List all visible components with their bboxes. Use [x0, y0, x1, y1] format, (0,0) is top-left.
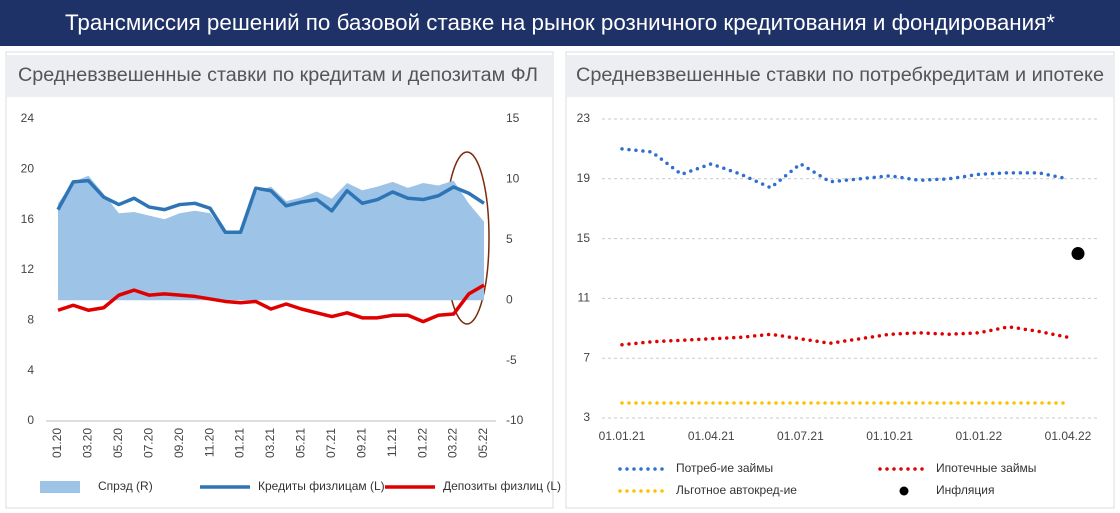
- y-tick-label: 12: [21, 262, 35, 276]
- point: [1071, 247, 1085, 261]
- x-tick-label: 09.20: [172, 428, 186, 458]
- legend-label: Депозиты физлиц (L): [443, 479, 561, 493]
- x-tick-label: 01.01.21: [599, 429, 646, 443]
- y-tick-label: 16: [21, 212, 35, 226]
- y2-tick-label: 0: [506, 292, 513, 306]
- legend-label: Инфляция: [936, 483, 994, 497]
- x-tick-label: 01.22: [415, 428, 429, 458]
- y-tick-label: 4: [27, 363, 34, 377]
- legend-label: Кредиты физлицам (L): [258, 479, 385, 493]
- x-tick-label: 07.21: [324, 428, 338, 458]
- chart-title: Средневзвешенные ставки по потребкредита…: [576, 65, 1104, 86]
- y-tick-label: 15: [577, 231, 591, 245]
- x-tick-label: 09.21: [354, 428, 368, 458]
- y-tick-label: 23: [577, 111, 591, 125]
- y-tick-label: 8: [27, 313, 34, 327]
- x-tick-label: 05.20: [111, 428, 125, 458]
- legend-swatch: [899, 486, 909, 496]
- panel-header: [567, 55, 1113, 97]
- panel: [565, 51, 1115, 509]
- x-tick-label: 03.20: [81, 428, 95, 458]
- x-tick-label: 01.01.22: [955, 429, 1002, 443]
- x-tick-label: 11.21: [385, 428, 399, 457]
- x-tick-label: 01.21: [233, 428, 247, 458]
- x-tick-label: 11.20: [202, 428, 216, 457]
- legend-label: Потреб-ие займы: [676, 461, 773, 475]
- x-tick-label: 01.10.21: [866, 429, 913, 443]
- line: [620, 325, 1070, 347]
- y2-tick-label: -5: [506, 353, 517, 367]
- y2-tick-label: 5: [506, 232, 513, 246]
- line: [56, 178, 485, 234]
- x-tick-label: 03.22: [446, 428, 460, 458]
- x-tick-label: 01.20: [50, 428, 64, 458]
- x-tick-label: 07.20: [141, 428, 155, 458]
- legend-label: Спрэд (R): [98, 479, 153, 493]
- x-tick-label: 03.21: [263, 428, 277, 458]
- x-tick-label: 05.22: [476, 428, 490, 458]
- legend-swatch: [40, 481, 80, 493]
- y2-tick-label: -10: [506, 413, 524, 427]
- x-tick-label: 01.04.21: [688, 429, 735, 443]
- x-tick-label: 01.04.22: [1045, 429, 1092, 443]
- y-tick-label: 24: [21, 111, 35, 125]
- line: [620, 147, 1070, 190]
- x-tick-label: 05.21: [294, 428, 308, 458]
- y2-tick-label: 10: [506, 172, 520, 186]
- y-tick-label: 20: [21, 162, 35, 176]
- area: [58, 175, 484, 301]
- y-tick-label: 3: [583, 410, 590, 424]
- legend-label: Льготное автокред-ие: [676, 483, 797, 497]
- y-tick-label: 11: [578, 291, 591, 305]
- y-tick-label: 0: [27, 413, 34, 427]
- panel-header: [7, 55, 552, 97]
- header-title: Трансмиссия решений по базовой ставке на…: [65, 10, 1055, 35]
- line: [57, 283, 485, 324]
- chart-title: Средневзвешенные ставки по кредитам и де…: [18, 65, 538, 86]
- legend-label: Ипотечные займы: [936, 461, 1036, 475]
- x-tick-label: 01.07.21: [777, 429, 824, 443]
- y-tick-label: 19: [577, 171, 591, 185]
- header-bar: [0, 0, 1120, 46]
- y2-tick-label: 15: [506, 111, 520, 125]
- y-tick-label: 7: [583, 350, 590, 364]
